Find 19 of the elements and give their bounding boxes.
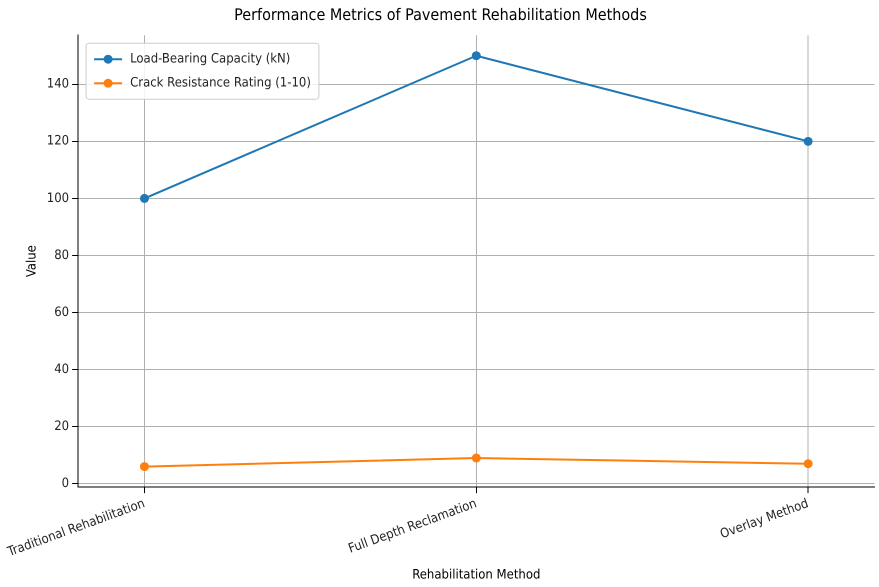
y-tick-label: 100 xyxy=(46,190,70,206)
point xyxy=(804,136,813,146)
point xyxy=(472,51,481,60)
y-axis-title: Value xyxy=(24,245,40,278)
x-axis-title: Rehabilitation Method xyxy=(412,568,540,583)
legend-label: Crack Resistance Rating (1-10) xyxy=(130,76,311,91)
y-tick-label: 60 xyxy=(54,304,70,320)
y-tick-label: 80 xyxy=(54,248,70,263)
y-tick-label: 20 xyxy=(54,419,70,434)
point xyxy=(140,194,149,203)
y-tick-label: 40 xyxy=(54,362,70,377)
point xyxy=(140,462,149,472)
y-tick-label: 0 xyxy=(62,476,70,492)
legend-label: Load-Bearing Capacity (kN) xyxy=(130,52,290,67)
chart-title: Performance Metrics of Pavement Rehabilitation Methods xyxy=(234,4,647,24)
point xyxy=(804,459,813,468)
y-tick-label: 120 xyxy=(46,134,70,149)
y-tick-label: 140 xyxy=(46,76,70,92)
point xyxy=(472,454,481,463)
